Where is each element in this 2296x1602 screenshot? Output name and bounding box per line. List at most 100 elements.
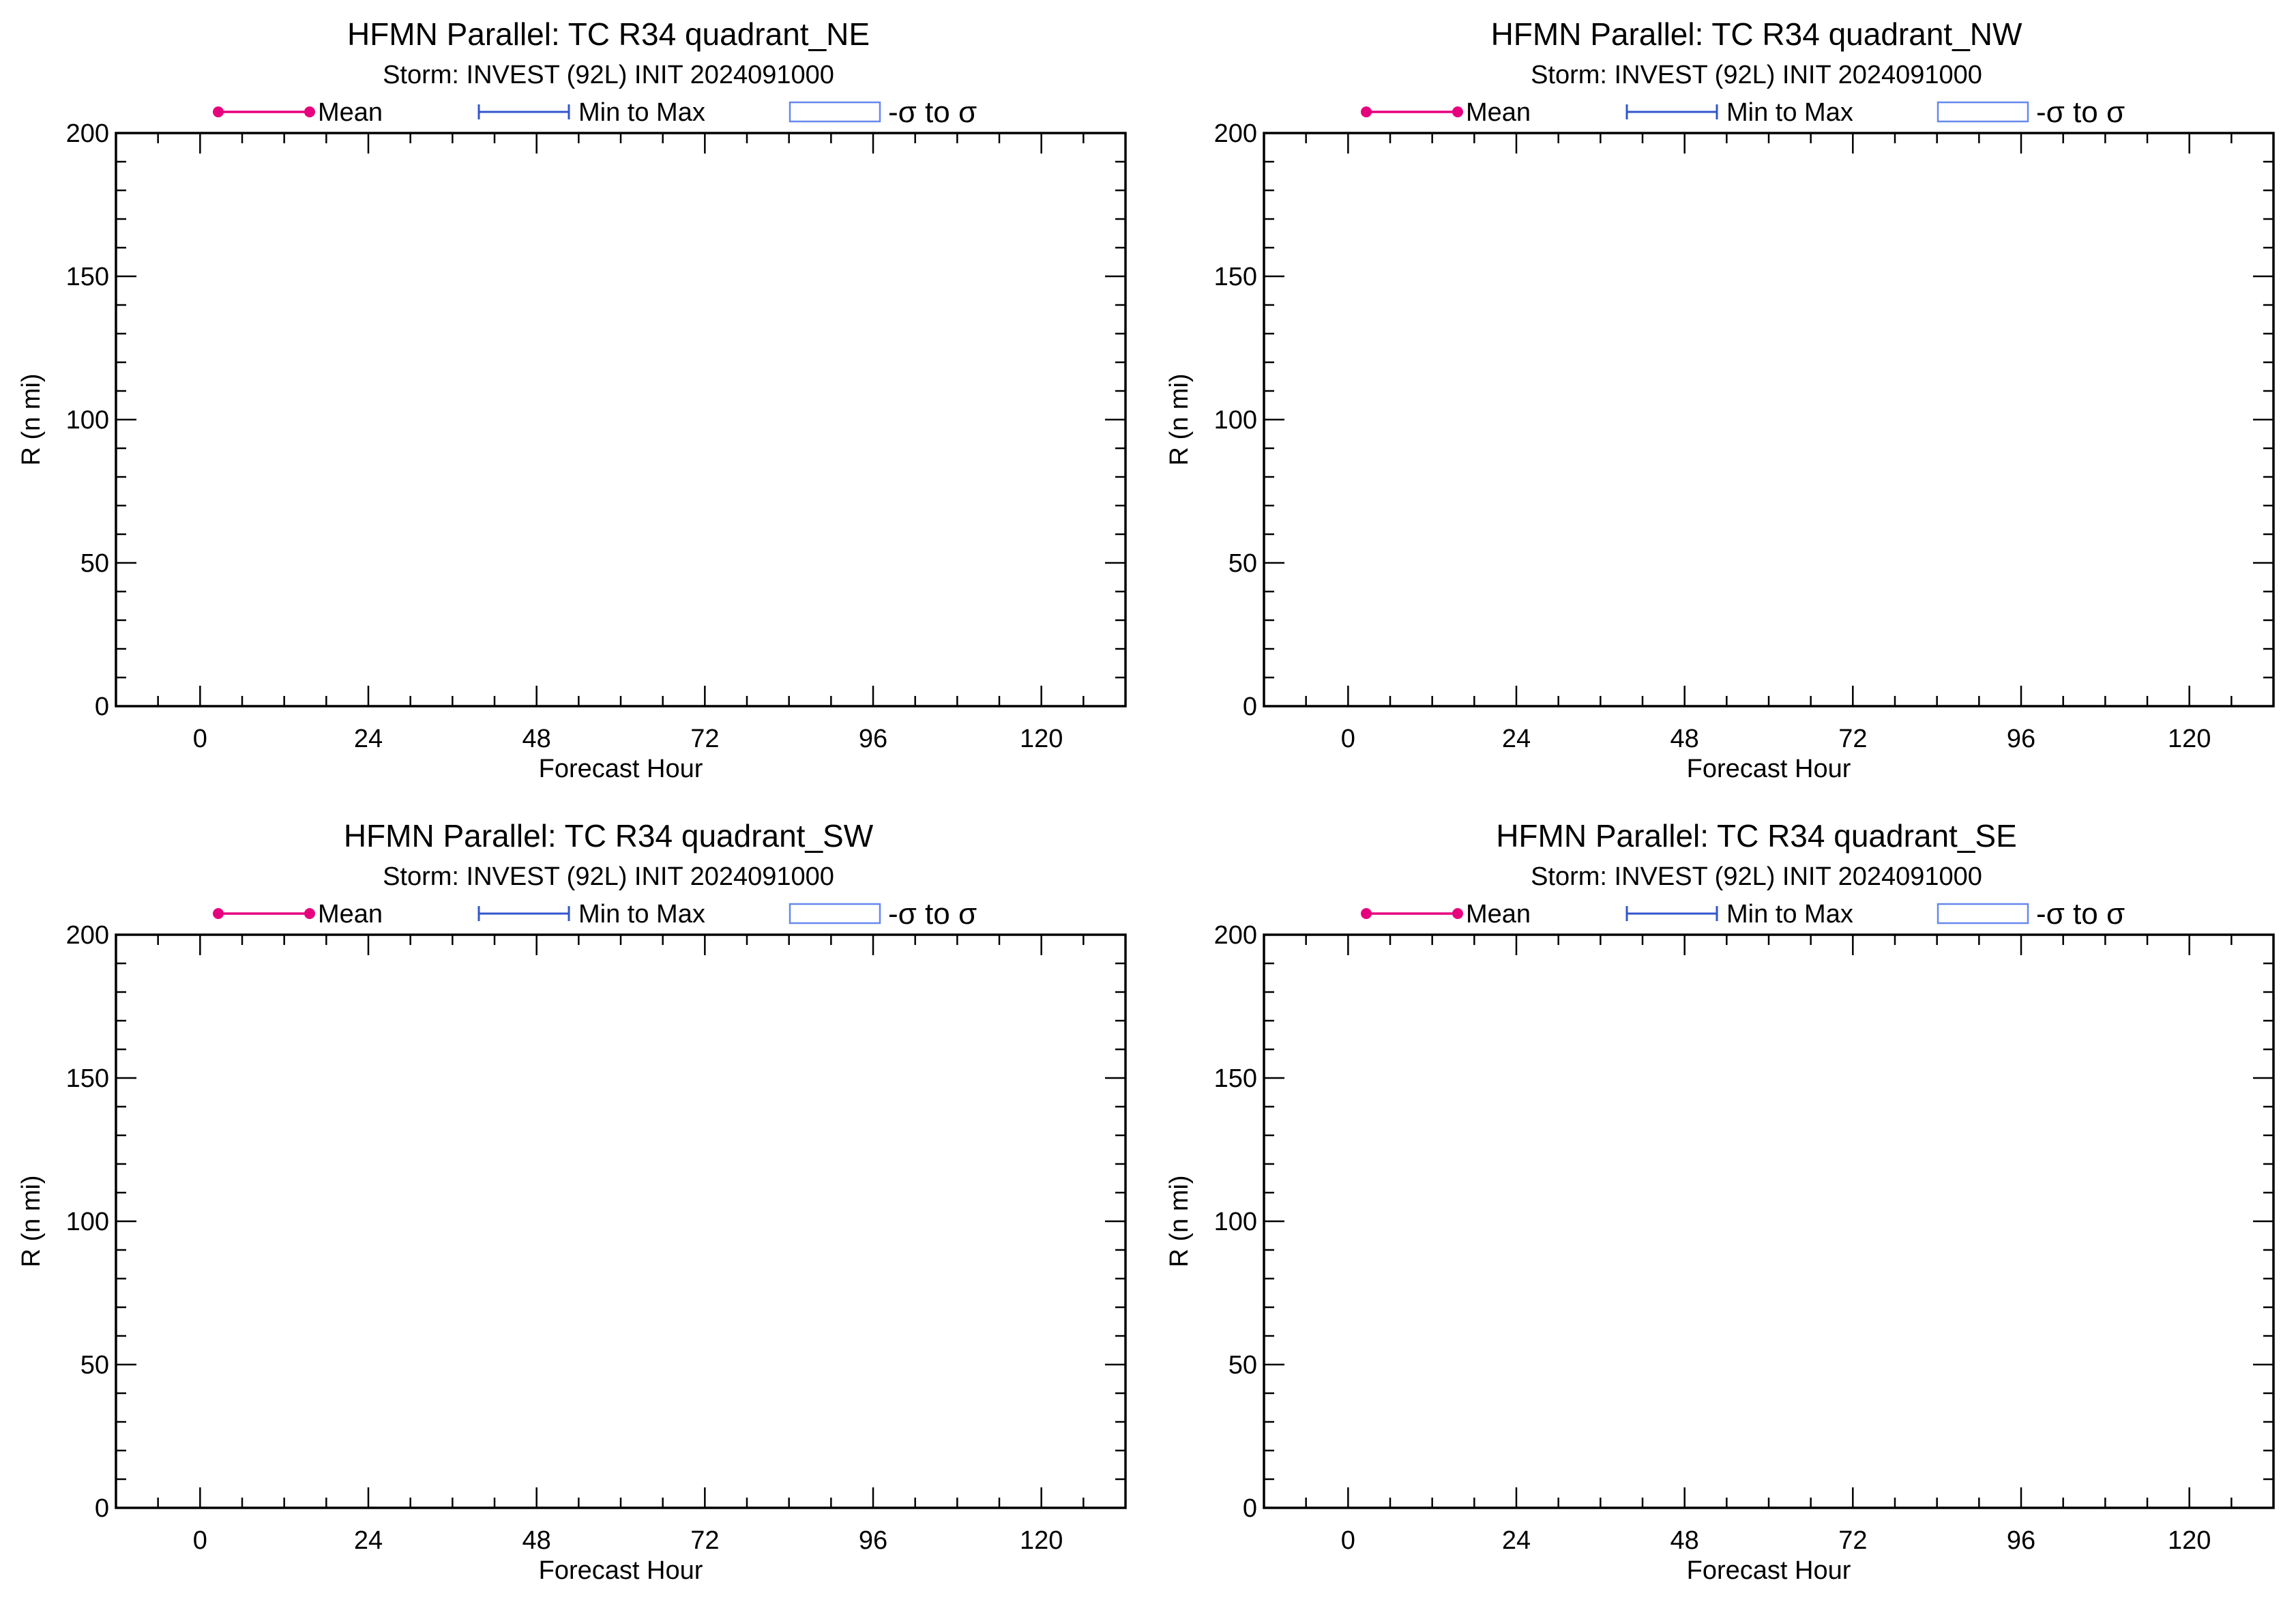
x-tick-label: 24 [354, 1526, 383, 1555]
x-axis-label: Forecast Hour [1687, 1556, 1851, 1585]
legend-entry: -σ to σ [1937, 897, 2125, 931]
legend-label: Min to Max [578, 900, 705, 929]
legend-entry: -σ to σ [789, 96, 977, 129]
chart-panel: HFMN Parallel: TC R34 quadrant_NW Storm: … [1165, 16, 2275, 783]
chart-title: HFMN Parallel: TC R34 quadrant_NW [1491, 16, 2022, 52]
x-tick-label: 0 [1341, 725, 1355, 753]
legend-entry: Mean [213, 98, 383, 127]
legend-mean-marker [213, 908, 224, 919]
y-tick-label: 150 [66, 263, 109, 291]
y-tick-label: 200 [1214, 921, 1257, 950]
legend-entry: Mean [213, 900, 383, 929]
y-tick-label: 0 [1243, 1494, 1257, 1523]
legend-entry: Min to Max [1625, 900, 1853, 929]
legend-entry: Mean [1361, 900, 1531, 929]
chart-subtitle: Storm: INVEST (92L) INIT 2024091000 [383, 61, 834, 89]
chart-subtitle: Storm: INVEST (92L) INIT 2024091000 [1531, 862, 1982, 891]
x-tick-label: 0 [193, 725, 207, 753]
legend-label: Mean [1466, 98, 1531, 127]
legend-entry: Min to Max [1625, 98, 1853, 127]
chart-title: HFMN Parallel: TC R34 quadrant_SE [1496, 818, 2017, 854]
x-tick-label: 48 [523, 725, 551, 753]
legend-sigma-box [1937, 903, 2029, 924]
x-tick-label: 24 [1502, 725, 1531, 753]
y-tick-label: 150 [1214, 1064, 1257, 1093]
x-tick-label: 48 [1671, 1526, 1699, 1555]
legend-label: Min to Max [578, 98, 705, 127]
y-tick-label: 200 [66, 119, 109, 148]
x-axis-label: Forecast Hour [539, 755, 703, 783]
y-axis-label: R (n mi) [1165, 1175, 1194, 1267]
plot-frame [115, 933, 1127, 1509]
legend-label: -σ to σ [888, 897, 977, 931]
legend-mean-marker [304, 106, 315, 117]
legend-mean-marker [1452, 908, 1463, 919]
x-tick-label: 96 [859, 725, 887, 753]
y-tick-label: 50 [80, 1351, 109, 1380]
x-tick-label: 120 [2168, 1526, 2211, 1555]
y-tick-label: 0 [95, 1494, 109, 1523]
y-tick-label: 50 [1228, 1351, 1257, 1380]
x-tick-label: 24 [1502, 1526, 1531, 1555]
y-tick-label: 150 [66, 1064, 109, 1093]
y-tick-label: 200 [1214, 119, 1257, 148]
legend-label: Mean [1466, 900, 1531, 929]
legend-label: Mean [318, 98, 383, 127]
legend-mean-marker [1361, 908, 1372, 919]
x-tick-label: 72 [1838, 725, 1867, 753]
y-tick-label: 100 [66, 406, 109, 435]
chart-panel: HFMN Parallel: TC R34 quadrant_NE Storm: … [17, 16, 1127, 783]
chart-title: HFMN Parallel: TC R34 quadrant_NE [347, 16, 870, 52]
x-tick-label: 0 [1341, 1526, 1355, 1555]
legend-mean-marker [213, 106, 224, 117]
legend-label: Mean [318, 900, 383, 929]
x-tick-label: 0 [193, 1526, 207, 1555]
y-axis-label: R (n mi) [17, 373, 46, 465]
legend-mean-marker [304, 908, 315, 919]
y-tick-label: 150 [1214, 263, 1257, 291]
chart-panel: HFMN Parallel: TC R34 quadrant_SW Storm: … [17, 818, 1127, 1585]
plot-frame [1263, 933, 2275, 1509]
legend-label: -σ to σ [2036, 897, 2125, 931]
chart-panel: HFMN Parallel: TC R34 quadrant_SE Storm: … [1165, 818, 2275, 1585]
x-axis-label: Forecast Hour [539, 1556, 703, 1585]
legend-entry: Mean [1361, 98, 1531, 127]
legend-entry: Min to Max [477, 900, 705, 929]
y-axis-label: R (n mi) [17, 1175, 46, 1267]
x-tick-label: 48 [523, 1526, 551, 1555]
x-tick-label: 120 [1020, 725, 1063, 753]
x-tick-label: 96 [2007, 1526, 2035, 1555]
legend-label: -σ to σ [888, 96, 977, 129]
x-tick-label: 96 [2007, 725, 2035, 753]
y-axis-label: R (n mi) [1165, 373, 1194, 465]
legend-entry: Min to Max [477, 98, 705, 127]
legend-label: Min to Max [1726, 98, 1853, 127]
plot-frame [1263, 132, 2275, 708]
y-tick-label: 50 [80, 549, 109, 578]
legend-mean-marker [1361, 106, 1372, 117]
chart-subtitle: Storm: INVEST (92L) INIT 2024091000 [383, 862, 834, 891]
x-tick-label: 96 [859, 1526, 887, 1555]
chart-title: HFMN Parallel: TC R34 quadrant_SW [344, 818, 874, 854]
legend-label: Min to Max [1726, 900, 1853, 929]
legend-mean-marker [1452, 106, 1463, 117]
legend-entry: -σ to σ [1937, 96, 2125, 129]
y-tick-label: 200 [66, 921, 109, 950]
x-tick-label: 48 [1671, 725, 1699, 753]
x-tick-label: 72 [1838, 1526, 1867, 1555]
legend-sigma-box [789, 903, 881, 924]
legend-entry: -σ to σ [789, 897, 977, 931]
x-tick-label: 72 [690, 725, 719, 753]
y-tick-label: 100 [1214, 1208, 1257, 1236]
legend-sigma-box [1937, 101, 2029, 123]
x-tick-label: 120 [2168, 725, 2211, 753]
y-tick-label: 0 [95, 693, 109, 721]
x-axis-label: Forecast Hour [1687, 755, 1851, 783]
x-tick-label: 72 [690, 1526, 719, 1555]
legend-sigma-box [789, 101, 881, 123]
y-tick-label: 50 [1228, 549, 1257, 578]
y-tick-label: 0 [1243, 693, 1257, 721]
x-tick-label: 24 [354, 725, 383, 753]
legend-label: -σ to σ [2036, 96, 2125, 129]
